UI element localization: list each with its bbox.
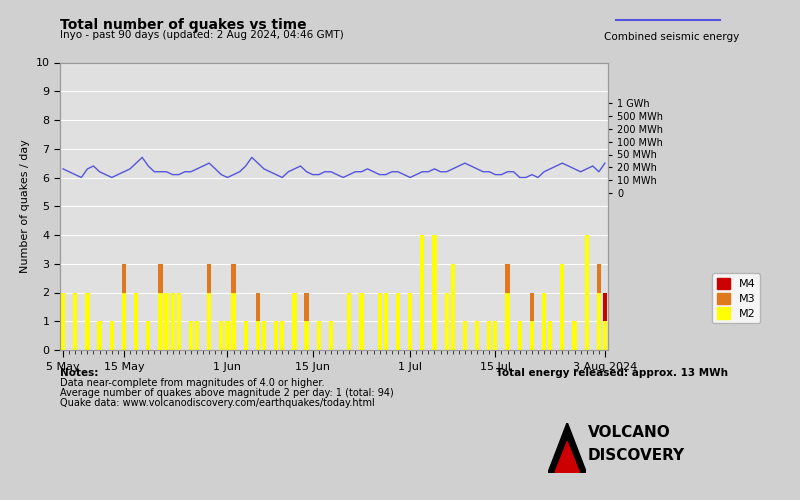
Bar <box>86 292 90 350</box>
Bar <box>73 292 78 350</box>
Bar <box>432 235 437 350</box>
Bar <box>359 292 363 350</box>
Bar <box>274 322 278 350</box>
Bar <box>317 322 321 350</box>
Bar <box>603 292 607 322</box>
Bar <box>542 292 546 350</box>
Bar <box>396 292 400 350</box>
Bar <box>475 322 479 350</box>
Bar <box>292 292 297 350</box>
Bar <box>305 292 309 322</box>
Bar <box>61 292 65 350</box>
Bar <box>487 322 491 350</box>
Text: Notes:: Notes: <box>60 368 98 378</box>
Text: VOLCANO: VOLCANO <box>588 425 670 440</box>
Text: Average number of quakes above magnitude 2 per day: 1 (total: 94): Average number of quakes above magnitude… <box>60 388 394 398</box>
Bar <box>450 264 455 350</box>
Text: Total energy released: approx. 13 MWh: Total energy released: approx. 13 MWh <box>496 368 728 378</box>
Bar <box>305 322 309 350</box>
Bar <box>177 292 181 350</box>
Bar <box>207 264 211 292</box>
Bar <box>243 322 248 350</box>
Bar <box>384 292 388 350</box>
Legend: M4, M3, M2: M4, M3, M2 <box>712 274 760 323</box>
Bar <box>262 322 266 350</box>
Bar <box>158 264 162 292</box>
Bar <box>572 322 577 350</box>
Bar <box>134 292 138 350</box>
Bar <box>280 322 284 350</box>
Bar <box>98 322 102 350</box>
Bar <box>603 322 607 350</box>
Bar <box>420 235 425 350</box>
Bar <box>165 292 169 350</box>
Y-axis label: Number of quakes / day: Number of quakes / day <box>20 140 30 273</box>
Bar <box>506 264 510 292</box>
Bar <box>256 292 260 322</box>
Bar <box>462 322 467 350</box>
Bar <box>219 322 223 350</box>
Bar <box>207 292 211 350</box>
Bar <box>560 264 565 350</box>
Bar <box>585 235 589 350</box>
Bar <box>494 322 498 350</box>
Bar <box>122 264 126 292</box>
Text: Inyo - past 90 days (updated: 2 Aug 2024, 04:46 GMT): Inyo - past 90 days (updated: 2 Aug 2024… <box>60 30 344 40</box>
Bar <box>530 292 534 322</box>
Bar <box>347 292 351 350</box>
Bar <box>122 292 126 350</box>
Bar <box>506 292 510 350</box>
Bar <box>518 322 522 350</box>
Bar <box>597 292 601 350</box>
Bar <box>170 292 174 350</box>
Bar <box>548 322 552 350</box>
Bar <box>597 264 601 292</box>
Bar <box>231 292 236 350</box>
Bar <box>146 322 150 350</box>
Bar <box>226 322 230 350</box>
Bar <box>378 292 382 350</box>
Bar <box>256 322 260 350</box>
Bar <box>158 292 162 350</box>
Polygon shape <box>555 442 579 472</box>
Text: Total number of quakes vs time: Total number of quakes vs time <box>60 18 306 32</box>
Bar <box>530 322 534 350</box>
Bar <box>110 322 114 350</box>
Bar <box>189 322 193 350</box>
Bar <box>408 292 412 350</box>
Bar <box>329 322 333 350</box>
Bar <box>231 264 236 292</box>
Bar <box>195 322 199 350</box>
Polygon shape <box>548 422 586 472</box>
Text: Quake data: www.volcanodiscovery.com/earthquakes/today.html: Quake data: www.volcanodiscovery.com/ear… <box>60 398 374 407</box>
Bar <box>445 292 449 350</box>
Text: DISCOVERY: DISCOVERY <box>588 448 685 462</box>
Text: Combined seismic energy: Combined seismic energy <box>604 32 740 42</box>
Text: Data near-complete from magnitudes of 4.0 or higher.: Data near-complete from magnitudes of 4.… <box>60 378 325 388</box>
